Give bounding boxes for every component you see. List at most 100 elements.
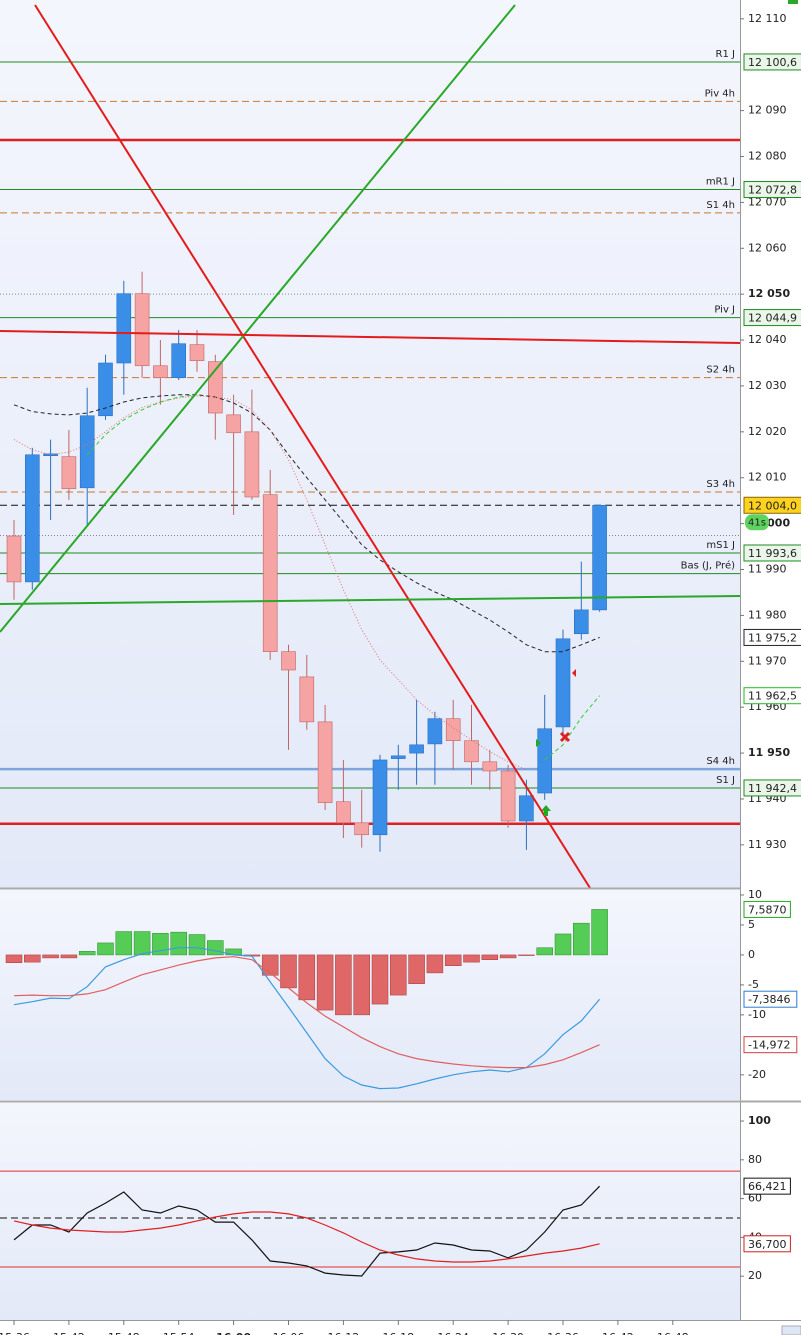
candle-body — [317, 721, 333, 803]
value-label: 12 100,6 — [748, 56, 797, 69]
value-label: 11 962,5 — [748, 690, 797, 703]
value-label: 12 072,8 — [748, 184, 797, 197]
oscillator-panel — [0, 1103, 740, 1320]
macd-panel — [0, 890, 740, 1100]
x-tick-label: 16:06 — [273, 1331, 305, 1335]
trendline — [0, 4, 516, 633]
y-tick-label: 0 — [748, 948, 755, 961]
value-label: 12 004,0 — [748, 499, 797, 512]
scroll-button[interactable] — [781, 1325, 801, 1335]
value-label: 12 044,9 — [748, 312, 797, 325]
candle-body — [171, 343, 186, 378]
histogram-bar — [5, 954, 23, 963]
axis-column — [740, 0, 801, 1335]
candle-body — [299, 676, 315, 723]
histogram-bar — [78, 951, 96, 956]
level-name: Piv J — [714, 305, 735, 316]
candle-body — [500, 770, 516, 822]
level-name: S2 4h — [706, 365, 735, 376]
histogram-bar — [591, 909, 608, 956]
price-panel — [0, 0, 740, 888]
histogram-bar — [481, 954, 499, 960]
x-tick-label: 16:30 — [492, 1331, 524, 1335]
histogram-bar — [133, 931, 151, 956]
value-label: -14,972 — [748, 1039, 790, 1052]
value-label: 11 975,2 — [748, 631, 797, 644]
y-tick-label: 12 020 — [748, 425, 787, 438]
y-tick-label: 12 080 — [748, 149, 787, 162]
x-tick-label: 16:00 — [216, 1331, 251, 1335]
level-name: S1 4h — [706, 200, 735, 211]
x-tick-label: 15:42 — [53, 1331, 85, 1335]
y-tick-label: 11 990 — [748, 563, 787, 576]
signal-marker — [541, 805, 551, 816]
histogram-bar — [573, 922, 590, 956]
candle-body — [427, 718, 443, 745]
level-name: R1 J — [716, 49, 735, 60]
histogram-bar — [97, 942, 114, 956]
histogram-bar — [499, 954, 517, 959]
series-line — [86, 394, 600, 761]
y-tick-label: 12 070 — [748, 195, 787, 208]
x-tick-label: 16:18 — [382, 1331, 414, 1335]
x-tick-label: 15:54 — [163, 1331, 195, 1335]
histogram-bar — [554, 933, 572, 956]
y-tick-label: 12 010 — [748, 471, 787, 484]
x-tick-label: 15:48 — [108, 1331, 140, 1335]
value-label-box — [743, 900, 791, 918]
x-tick-label: 15:36 — [0, 1331, 30, 1335]
series-line — [13, 947, 601, 1090]
x-tick-label: 16:12 — [328, 1331, 360, 1335]
histogram-bar — [24, 954, 41, 963]
y-tick-label: 11 950 — [748, 746, 790, 759]
candle-body — [519, 795, 534, 822]
histogram-bar — [60, 954, 78, 959]
candle-body — [61, 456, 77, 490]
histogram-bar — [188, 934, 206, 956]
candle-body — [555, 638, 571, 728]
x-tick-label: 16:24 — [437, 1331, 469, 1335]
candle-body — [592, 504, 607, 611]
y-tick-label: 12 030 — [748, 379, 787, 392]
value-label: 36,700 — [748, 1238, 787, 1251]
signal-marker — [559, 731, 571, 743]
level-name: S3 4h — [706, 479, 735, 490]
level-name: S1 J — [716, 775, 735, 786]
y-tick-label: 12 090 — [748, 104, 787, 117]
value-label-box — [743, 53, 801, 71]
histogram-bar — [298, 954, 316, 1001]
y-tick-label: 12 050 — [748, 287, 790, 300]
value-label-box — [743, 1235, 791, 1253]
x-tick-label: 16:48 — [657, 1331, 689, 1335]
candle-body — [134, 293, 150, 367]
candle-body — [573, 609, 589, 635]
candle-body — [281, 651, 296, 671]
candle-body — [79, 415, 95, 489]
histogram-bar — [390, 954, 407, 996]
histogram-bar — [536, 947, 553, 956]
series-line — [13, 394, 600, 653]
value-label-box — [743, 309, 801, 327]
series-line — [13, 395, 527, 771]
value-label-box — [743, 779, 801, 797]
candle-body — [390, 755, 406, 759]
value-label-box — [743, 990, 798, 1008]
candle-body — [153, 365, 168, 378]
y-tick-label: 12 040 — [748, 333, 787, 346]
status-marker — [788, 0, 798, 4]
x-tick-label: 16:42 — [602, 1331, 634, 1335]
histogram-bar — [115, 931, 133, 956]
value-label-box — [743, 1036, 798, 1054]
histogram-bar — [408, 954, 425, 984]
value-label-box — [743, 1177, 791, 1195]
value-label: 7,5870 — [748, 903, 787, 916]
value-label: 11 993,6 — [748, 547, 797, 560]
candle-body — [482, 761, 498, 772]
candle-body — [189, 344, 205, 362]
y-tick-label: 10 — [748, 888, 762, 901]
candle-body — [409, 744, 424, 754]
level-name: Bas (J, Pré) — [681, 560, 735, 572]
y-tick-label: 12 110 — [748, 12, 787, 25]
